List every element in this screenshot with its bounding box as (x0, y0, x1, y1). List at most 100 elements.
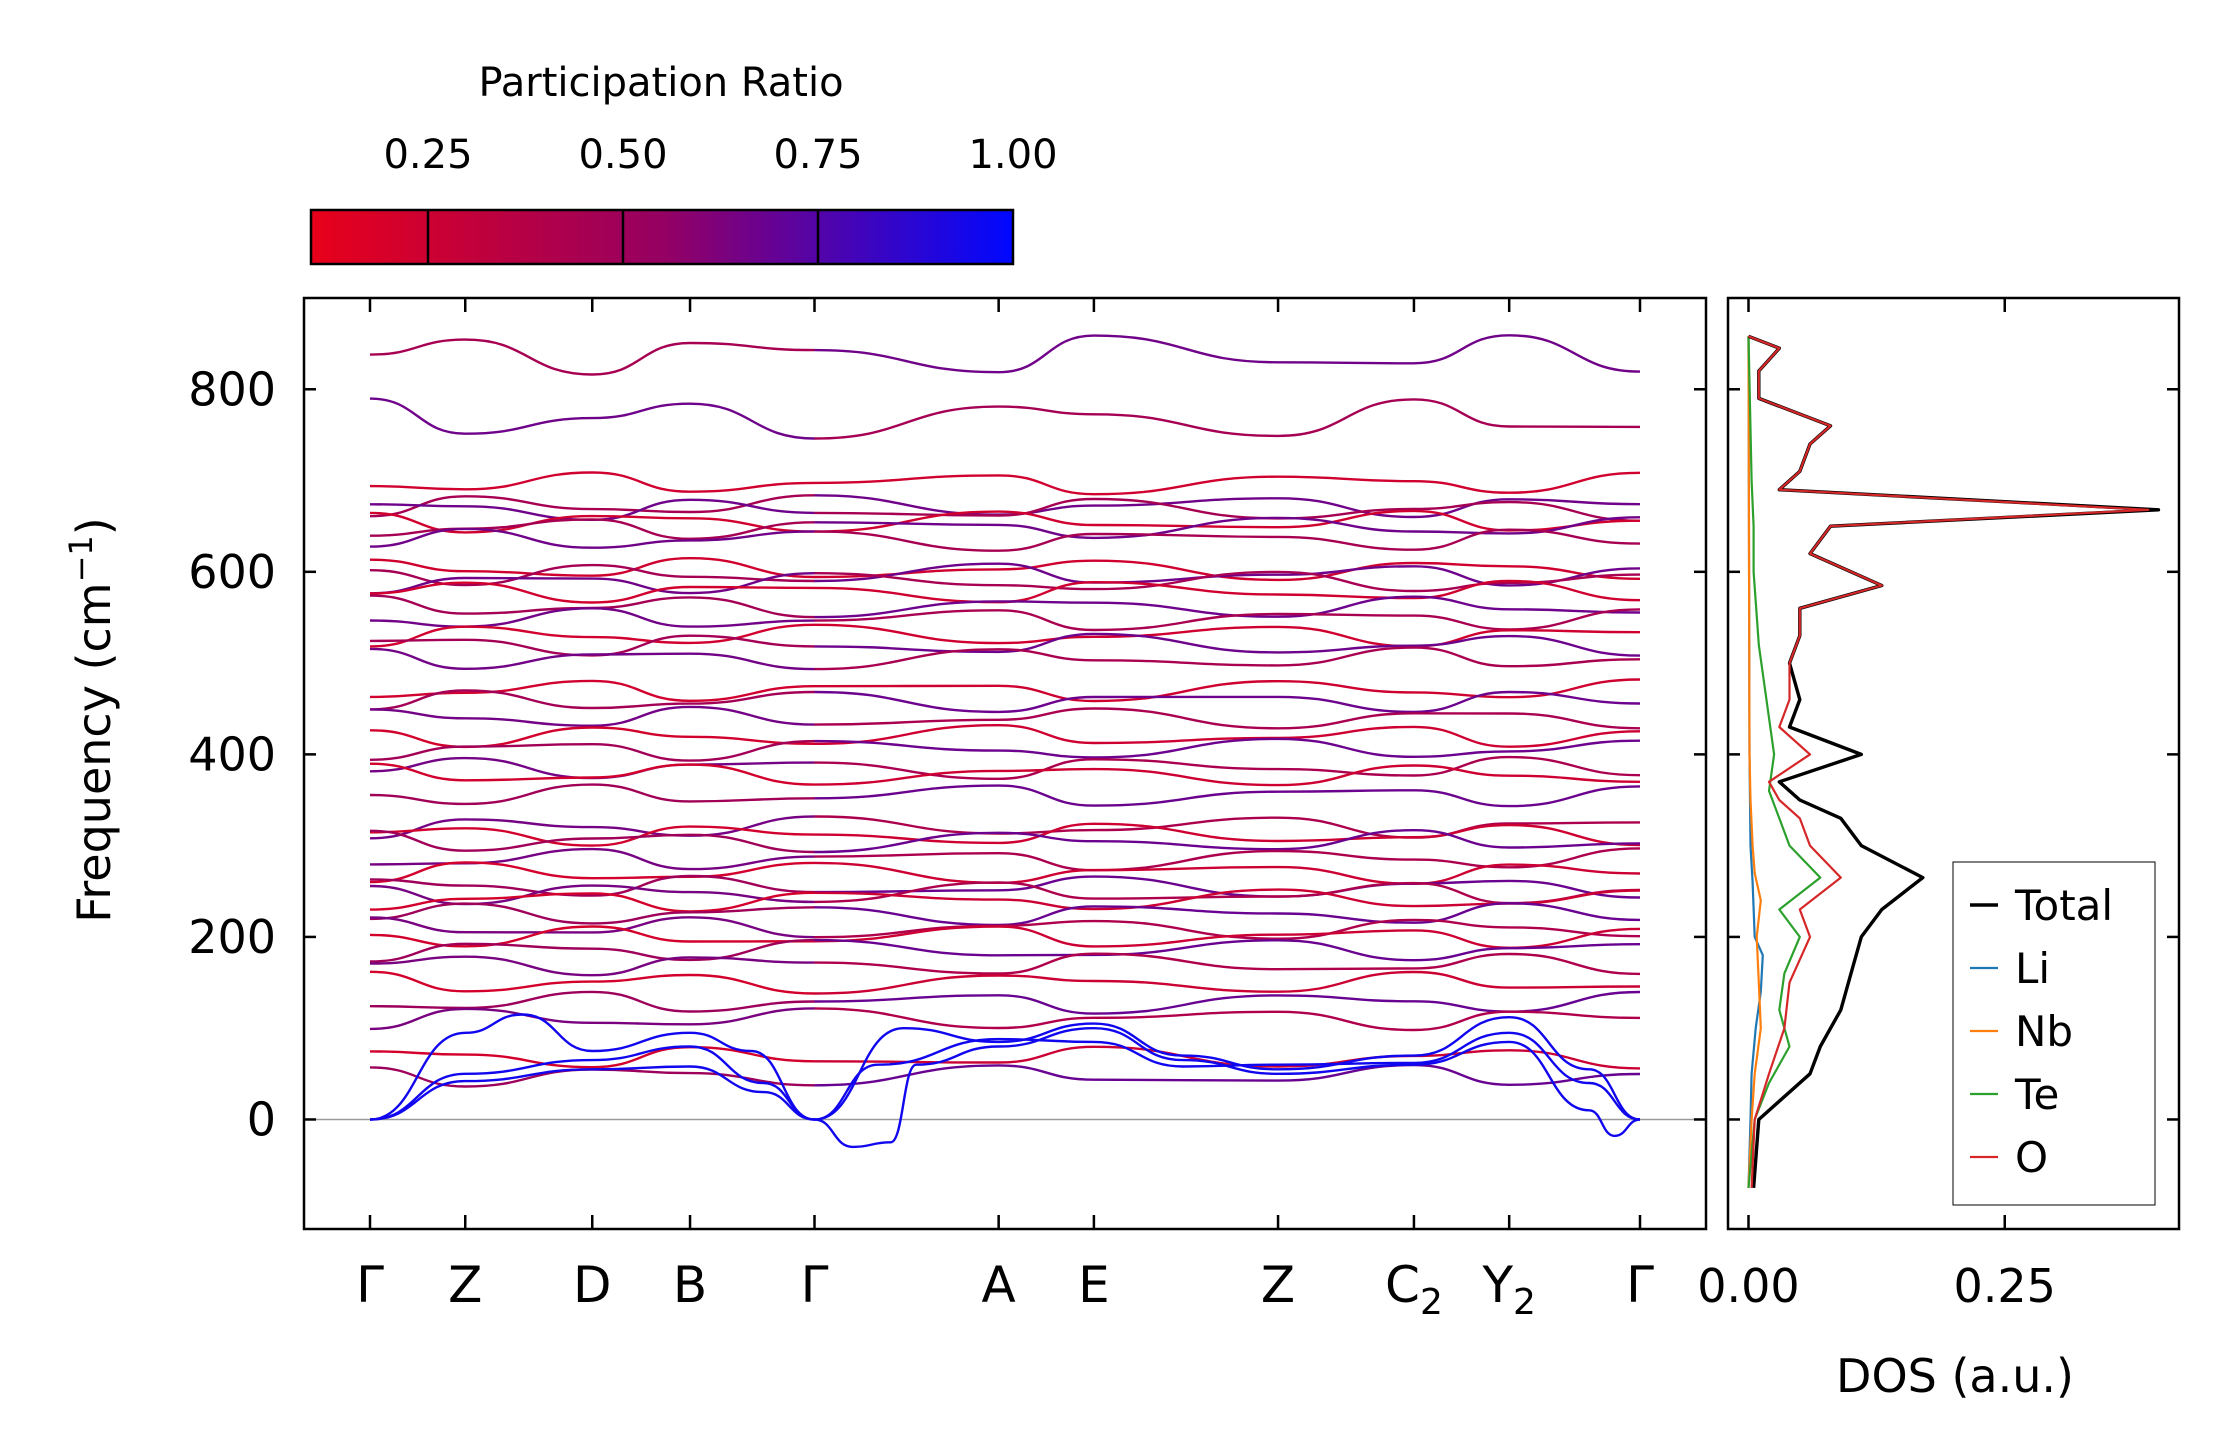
colorbar: Participation Ratio 0.25 0.50 0.75 1.00 (309, 60, 1058, 266)
colorbar-tick-label: 0.50 (578, 132, 667, 178)
dos-plot-frame (1726, 296, 2181, 1231)
optical-band (369, 847, 815, 871)
optical-band (369, 1045, 815, 1069)
optical-band (369, 990, 815, 1013)
kpath-label: Y2 (1481, 1256, 1535, 1323)
optical-band (369, 726, 815, 749)
optical-band (369, 607, 815, 628)
y-tick-label: 800 (188, 362, 276, 416)
kpath-label: E (1078, 1256, 1110, 1314)
optical-band (814, 623, 1641, 648)
optical-band (814, 828, 1641, 854)
legend-label: Li (2015, 944, 2050, 993)
optical-band (369, 938, 815, 963)
colorbar-title: Participation Ratio (478, 60, 843, 106)
kpath-label: C2 (1385, 1256, 1443, 1323)
optical-band (369, 518, 815, 541)
optical-band (814, 559, 1641, 582)
optical-band (369, 527, 815, 549)
optical-band (814, 707, 1641, 730)
dos-axis-label: DOS (a.u.) (1836, 1349, 2074, 1403)
optical-band (369, 634, 815, 657)
y-tick-label: 400 (188, 727, 276, 781)
frequency-axis: 0 200 400 600 800 (188, 362, 1706, 1146)
optical-band (814, 755, 1641, 781)
optical-band (369, 689, 815, 711)
colorbar-tick-label: 0.25 (383, 132, 472, 178)
optical-band (814, 562, 1641, 587)
optical-band (369, 397, 815, 440)
y-tick-label: 0 (247, 1092, 276, 1146)
kpath-label: Z (1261, 1256, 1295, 1314)
legend-label: Total (2014, 881, 2113, 930)
optical-band (369, 891, 815, 913)
optical-band (814, 737, 1641, 759)
phonon-bands (369, 334, 1641, 1149)
optical-band (369, 705, 815, 727)
optical-band (814, 608, 1641, 632)
optical-band (814, 723, 1641, 748)
optical-band (814, 990, 1641, 1015)
kpath-label: Γ (801, 1256, 829, 1314)
optical-band (369, 861, 815, 884)
legend-label: O (2015, 1133, 2048, 1182)
dos-tick-label: 0.25 (1954, 1259, 2056, 1313)
kpath-label: Z (448, 1256, 482, 1314)
colorbar-gradient (309, 208, 1015, 266)
dos-series (1747, 334, 2161, 1189)
optical-band (814, 784, 1641, 808)
optical-band (814, 1063, 1641, 1087)
band-structure-panel: 0 200 400 600 800 Γ Z D B Γ A E Z C2 Y2 Γ Frequency (c… (62, 296, 1708, 1323)
optical-band (369, 916, 815, 939)
colorbar-tick-label: 1.00 (968, 132, 1057, 178)
kpath-label: B (673, 1256, 707, 1314)
kpath-label: A (982, 1256, 1016, 1314)
legend-items: Total Li Nb Te O (1970, 881, 2113, 1182)
dos-axis: 0.00 0.25 (1697, 298, 2179, 1313)
optical-band (369, 471, 815, 493)
optical-band (814, 888, 1641, 911)
acoustic-3 (369, 1013, 1641, 1121)
optical-band (814, 1007, 1641, 1032)
optical-band (814, 595, 1641, 619)
optical-band (369, 563, 815, 587)
dos-panel: 0.00 0.25 DOS (a.u.) Total Li Nb Te O (1697, 296, 2181, 1403)
optical-band (814, 398, 1641, 440)
optical-band (814, 646, 1641, 671)
legend-label: Te (2014, 1070, 2059, 1119)
dos-series-te (1747, 336, 1822, 1188)
optical-band (369, 762, 815, 786)
optical-band (814, 970, 1641, 995)
dos-legend: Total Li Nb Te O (1952, 861, 2156, 1206)
optical-band (369, 581, 815, 604)
acoustic-2 (369, 1031, 1641, 1121)
dos-series-nb (1747, 336, 1762, 1188)
optical-band (369, 825, 815, 847)
kpath-label: Γ (356, 1256, 384, 1314)
legend-frame (1952, 861, 2156, 1206)
y-tick-label: 600 (188, 545, 276, 599)
optical-band (369, 955, 815, 977)
optical-band (369, 623, 815, 648)
optical-band (814, 925, 1641, 950)
optical-band (369, 647, 815, 671)
optical-band (814, 822, 1641, 847)
optical-band (814, 952, 1641, 976)
optical-band (369, 829, 815, 854)
optical-band (369, 338, 815, 376)
optical-band (814, 690, 1641, 714)
optical-band (814, 847, 1641, 872)
optical-band (369, 494, 815, 518)
optical-band (814, 815, 1641, 839)
kpath-axis: Γ Z D B Γ A E Z C2 Y2 Γ (356, 298, 1654, 1323)
kpath-label: Γ (1626, 1256, 1654, 1314)
colorbar-ticks: 0.25 0.50 0.75 1.00 (383, 132, 1058, 264)
optical-band (369, 594, 815, 619)
optical-band (369, 925, 815, 948)
kpath-label: D (573, 1256, 612, 1314)
optical-band (814, 1045, 1641, 1070)
optical-band (369, 815, 815, 840)
optical-band (814, 570, 1641, 593)
optical-band (369, 739, 815, 762)
